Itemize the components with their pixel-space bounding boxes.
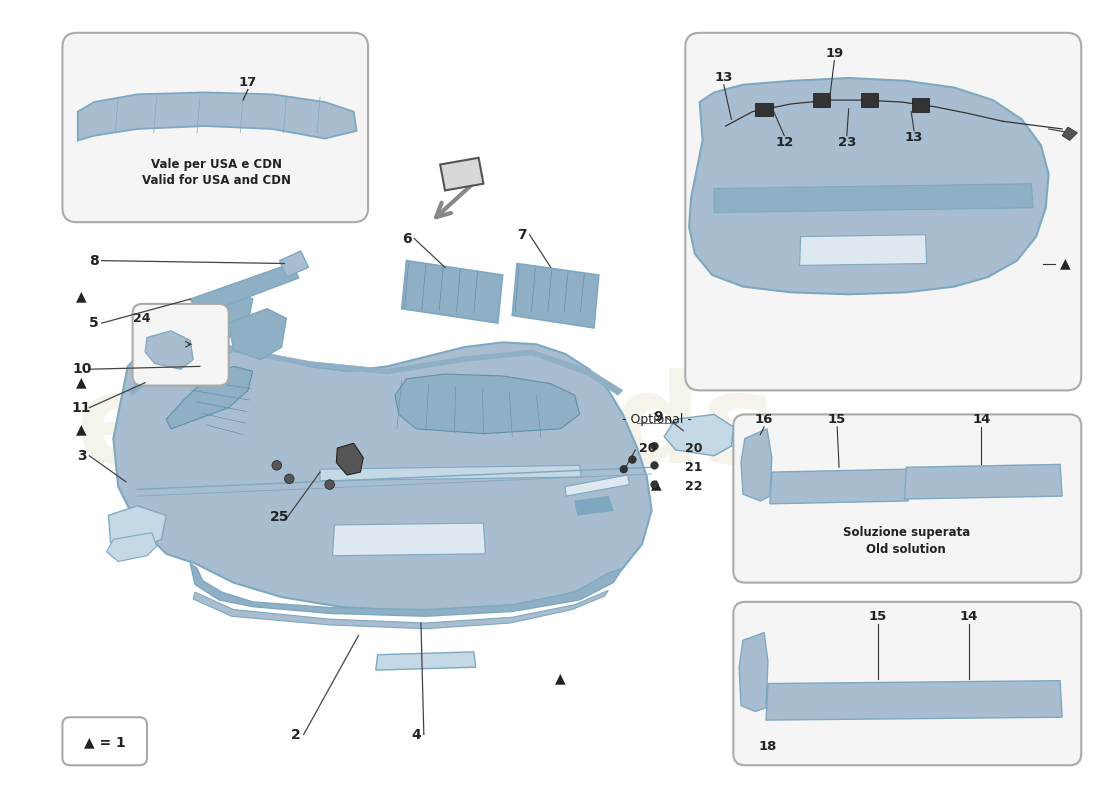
Text: 22: 22 — [685, 480, 703, 493]
Polygon shape — [337, 443, 363, 475]
Text: 2: 2 — [292, 727, 301, 742]
Text: 10: 10 — [72, 362, 91, 376]
Text: 15: 15 — [868, 610, 887, 622]
Polygon shape — [395, 374, 580, 434]
Polygon shape — [145, 330, 194, 370]
Text: Valid for USA and CDN: Valid for USA and CDN — [142, 174, 290, 187]
Circle shape — [272, 461, 282, 470]
Circle shape — [651, 462, 659, 470]
FancyBboxPatch shape — [734, 414, 1081, 582]
Polygon shape — [904, 465, 1063, 499]
Text: ▲: ▲ — [651, 478, 662, 491]
Polygon shape — [376, 652, 475, 670]
Polygon shape — [565, 475, 629, 496]
Polygon shape — [229, 309, 286, 360]
Polygon shape — [440, 158, 483, 190]
Text: 11: 11 — [72, 401, 91, 414]
FancyBboxPatch shape — [133, 304, 229, 386]
Polygon shape — [190, 563, 623, 616]
Polygon shape — [200, 290, 253, 338]
Bar — [813, 94, 830, 107]
Polygon shape — [194, 590, 608, 629]
Text: 21: 21 — [685, 461, 703, 474]
Text: 4: 4 — [411, 727, 421, 742]
Polygon shape — [770, 470, 909, 504]
Text: - Optional -: - Optional - — [621, 413, 692, 426]
Bar — [756, 103, 773, 117]
Text: ▲: ▲ — [556, 672, 565, 686]
FancyBboxPatch shape — [685, 33, 1081, 390]
Bar — [912, 98, 930, 112]
Polygon shape — [574, 496, 613, 515]
Polygon shape — [664, 414, 734, 456]
Text: 9: 9 — [653, 410, 663, 424]
Text: ▲: ▲ — [1059, 257, 1070, 270]
Polygon shape — [107, 533, 156, 562]
Bar — [861, 94, 879, 107]
Polygon shape — [689, 78, 1048, 294]
Text: Vale per USA e CDN: Vale per USA e CDN — [151, 158, 282, 171]
Text: 25: 25 — [270, 510, 289, 524]
Polygon shape — [332, 523, 485, 556]
Text: 24: 24 — [133, 312, 151, 325]
Text: euromods: euromods — [75, 368, 777, 490]
Text: 18: 18 — [759, 739, 777, 753]
Text: 14: 14 — [972, 413, 990, 426]
Polygon shape — [128, 347, 623, 395]
Polygon shape — [166, 366, 253, 429]
Text: 12: 12 — [776, 136, 793, 149]
Text: 7: 7 — [517, 228, 527, 242]
Polygon shape — [766, 681, 1063, 720]
Text: 20: 20 — [639, 442, 657, 454]
Polygon shape — [714, 184, 1033, 213]
Text: 3: 3 — [77, 449, 87, 462]
FancyBboxPatch shape — [63, 33, 368, 222]
Polygon shape — [402, 261, 503, 323]
Circle shape — [651, 481, 659, 489]
Text: 20: 20 — [685, 442, 703, 454]
FancyBboxPatch shape — [63, 718, 147, 766]
Text: a passion for parts since 1985: a passion for parts since 1985 — [236, 513, 615, 537]
Circle shape — [620, 466, 628, 473]
Polygon shape — [113, 338, 651, 611]
Circle shape — [285, 474, 294, 484]
Text: 23: 23 — [837, 136, 856, 149]
Polygon shape — [513, 263, 598, 328]
Polygon shape — [190, 263, 299, 315]
Text: 6: 6 — [402, 231, 411, 246]
Polygon shape — [78, 93, 356, 141]
Text: ▲: ▲ — [76, 289, 87, 303]
Text: 15: 15 — [828, 413, 846, 426]
FancyBboxPatch shape — [734, 602, 1081, 766]
Polygon shape — [320, 466, 582, 481]
Text: Old solution: Old solution — [867, 543, 946, 557]
Text: Soluzione superata: Soluzione superata — [843, 526, 970, 539]
Text: ▲ = 1: ▲ = 1 — [84, 735, 125, 749]
Polygon shape — [109, 506, 166, 549]
Text: 5: 5 — [89, 316, 99, 330]
Text: 17: 17 — [239, 76, 257, 90]
Text: 13: 13 — [715, 71, 733, 85]
Text: 13: 13 — [905, 131, 923, 144]
Polygon shape — [741, 429, 772, 501]
Text: ▲: ▲ — [76, 422, 87, 436]
Polygon shape — [800, 234, 926, 266]
Polygon shape — [1063, 127, 1078, 141]
Polygon shape — [279, 251, 308, 277]
Text: 8: 8 — [89, 254, 99, 268]
Text: ▲: ▲ — [76, 376, 87, 390]
Text: 16: 16 — [755, 413, 773, 426]
Circle shape — [628, 456, 636, 463]
Text: 19: 19 — [825, 47, 844, 61]
Text: 14: 14 — [959, 610, 978, 622]
Polygon shape — [739, 633, 768, 711]
Circle shape — [324, 480, 334, 490]
Circle shape — [651, 442, 659, 450]
